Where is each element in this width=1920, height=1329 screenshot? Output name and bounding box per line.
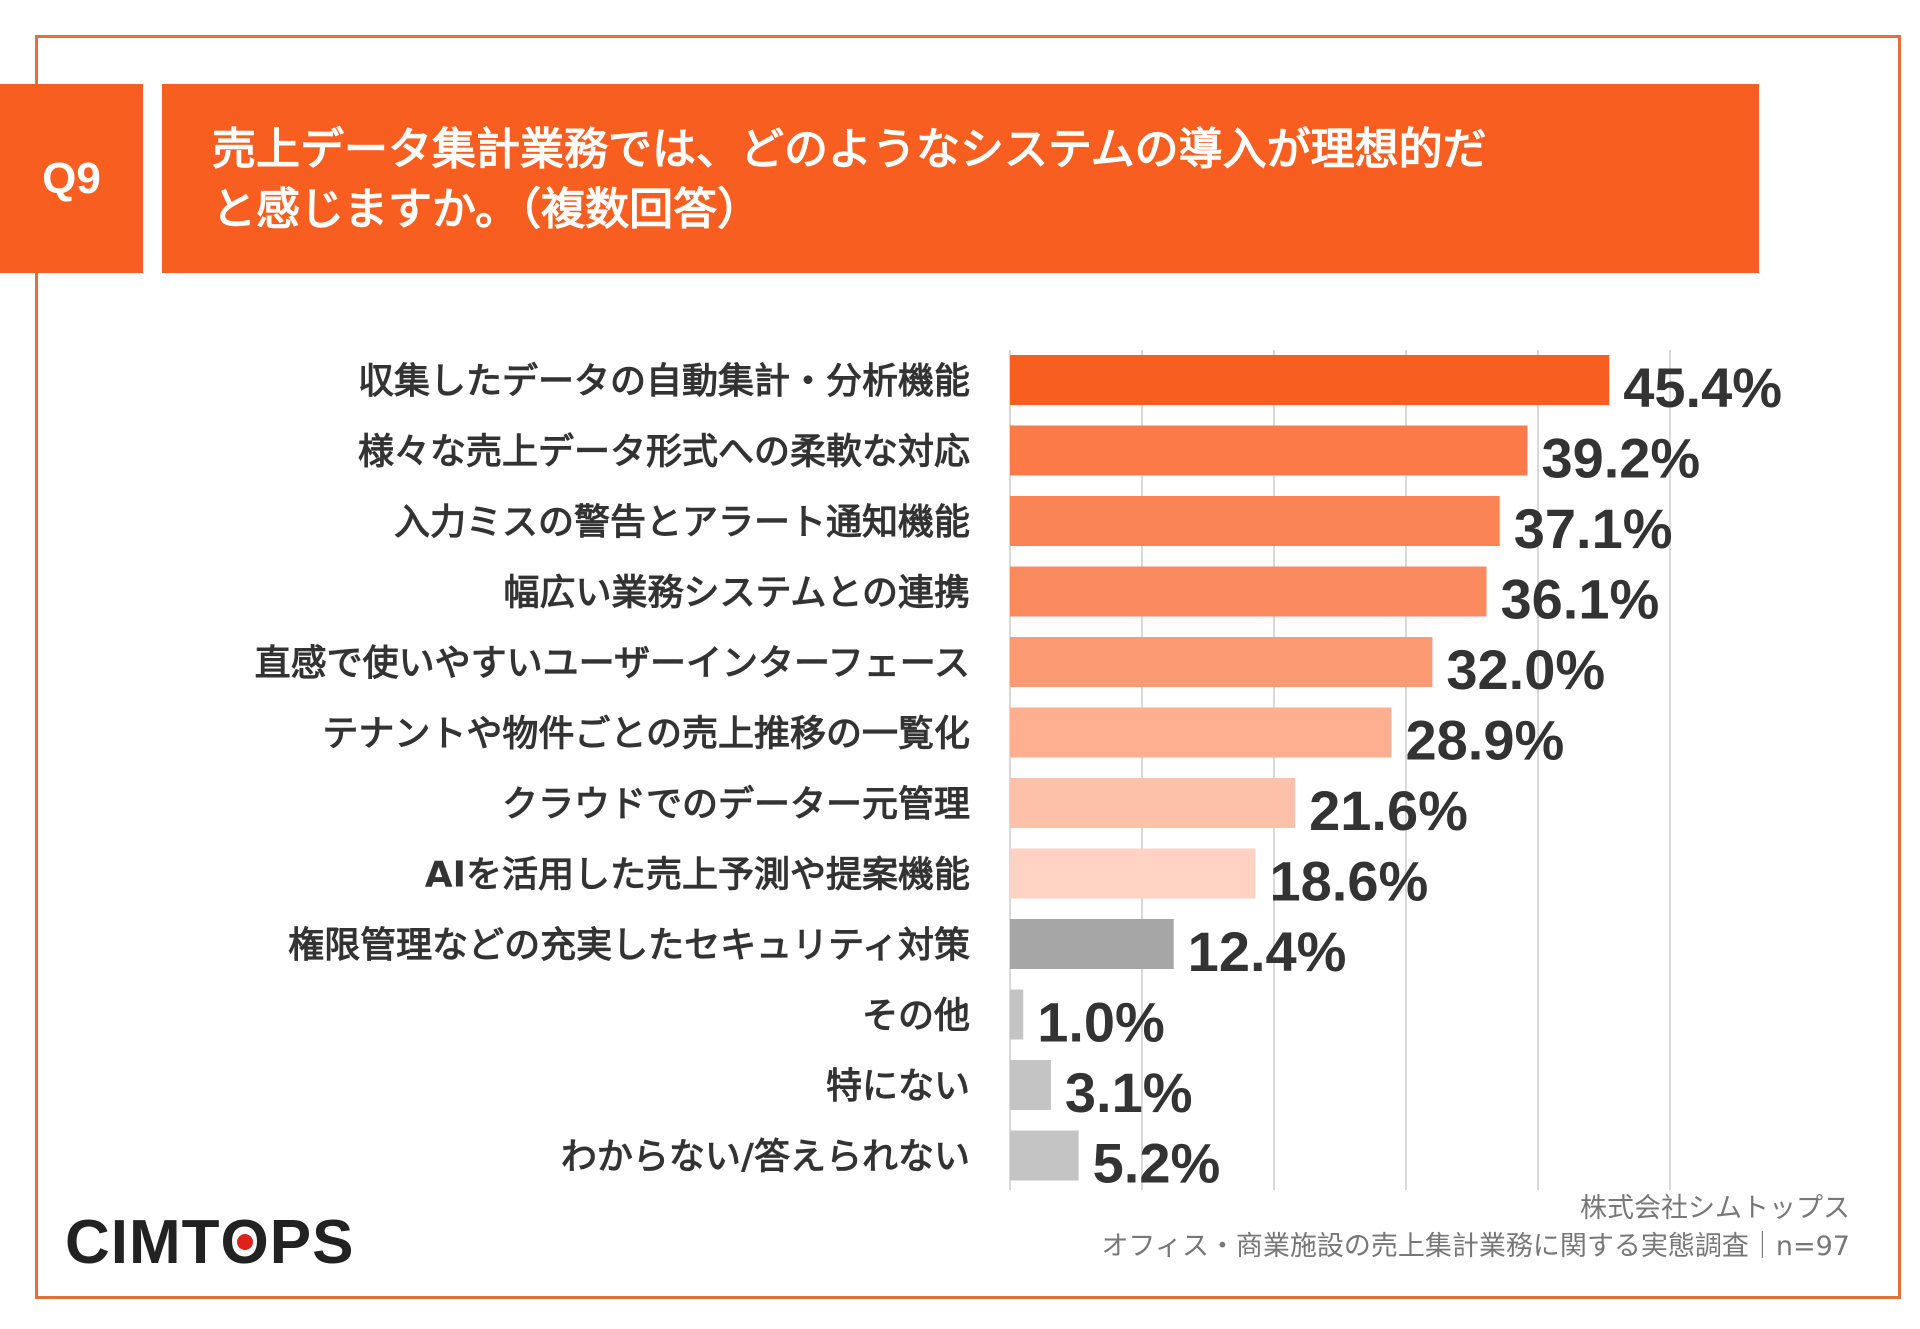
data-label: 28.9% (1405, 709, 1564, 772)
chart-frame (35, 35, 1901, 1299)
bar (1010, 1060, 1051, 1110)
source-survey: オフィス・商業施設の売上集計業務に関する実態調査｜n=97 (1101, 1231, 1850, 1262)
bar (1010, 566, 1487, 617)
logo-red-dot (237, 1234, 254, 1250)
category-label: 特にない (826, 1066, 970, 1107)
question-title-banner: 売上データ集計業務では、どのようなシステムの導入が理想的だと感じますか。（複数回… (162, 84, 1759, 273)
category-label: 権限管理などの充実したセキュリティ対策 (288, 925, 970, 966)
data-label: 1.0% (1037, 991, 1165, 1054)
category-label: 幅広い業務システムとの連携 (503, 573, 970, 614)
category-label: 直感で使いやすいユーザーインターフェース (255, 643, 970, 684)
data-label: 18.6% (1270, 850, 1429, 913)
data-label: 32.0% (1446, 638, 1605, 701)
category-label: 様々な売上データ形式への柔軟な対応 (358, 431, 970, 473)
question-number-badge: Q9 (0, 84, 143, 273)
category-label: わからない/答えられない (561, 1137, 970, 1178)
bar (1010, 848, 1256, 899)
bar (1010, 355, 1610, 405)
bar (1010, 919, 1174, 969)
data-label: 12.4% (1188, 920, 1347, 983)
category-label: 収集したデータの自動集計・分析機能 (358, 360, 970, 402)
category-label: その他 (862, 996, 970, 1037)
bar (1010, 989, 1024, 1040)
company-logo: CIMTOPS (65, 1207, 355, 1277)
category-label: クラウドでのデーター元管理 (502, 783, 970, 825)
bar (1010, 778, 1296, 828)
data-label: 45.4% (1623, 356, 1782, 419)
question-number: Q9 (42, 153, 101, 203)
bar (1010, 496, 1500, 546)
bar (1010, 637, 1433, 687)
bar (1010, 425, 1528, 476)
data-label: 37.1% (1514, 497, 1673, 560)
data-label: 5.2% (1093, 1132, 1221, 1195)
category-label: テナントや物件ごとの売上推移の一覧化 (322, 714, 970, 755)
data-label: 21.6% (1309, 779, 1468, 842)
source-note: 株式会社シムトップス オフィス・商業施設の売上集計業務に関する実態調査｜n=97 (1101, 1190, 1850, 1266)
bar (1010, 707, 1392, 758)
bar (1010, 1130, 1079, 1181)
data-label: 39.2% (1541, 427, 1700, 490)
question-title: 売上データ集計業務では、どのようなシステムの導入が理想的だと感じますか。（複数回… (212, 123, 1487, 235)
data-label: 36.1% (1501, 568, 1660, 631)
source-company: 株式会社シムトップス (1580, 1193, 1850, 1224)
category-label: AIを活用した売上予測や提案機能 (425, 855, 970, 896)
category-label: 入力ミスの警告とアラート通知機能 (394, 502, 970, 543)
data-label: 3.1% (1065, 1061, 1193, 1124)
